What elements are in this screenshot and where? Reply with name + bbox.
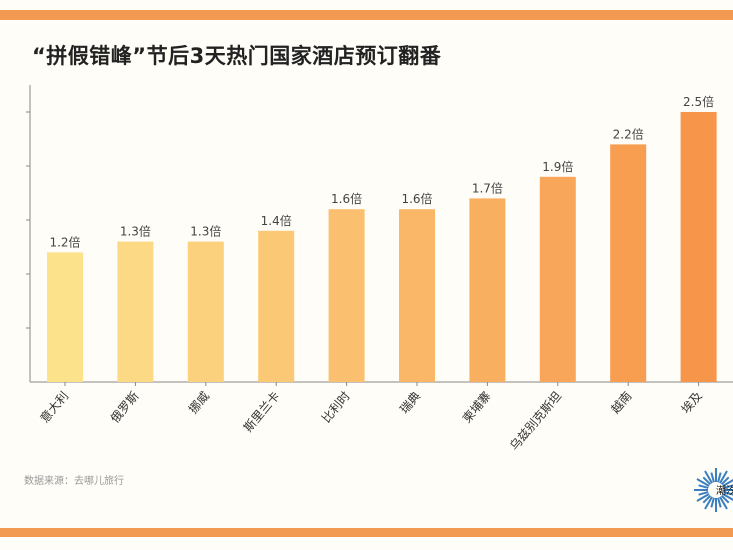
x-tick-label: 比利时 — [319, 389, 353, 426]
logo-ray — [722, 493, 733, 501]
data-label: 2.2倍 — [613, 126, 644, 141]
data-label: 1.7倍 — [472, 180, 503, 195]
logo-ray — [696, 493, 710, 502]
logo-ray — [717, 472, 722, 483]
bar — [469, 198, 506, 382]
x-tick-label: 俄罗斯 — [108, 389, 142, 426]
logo-ray — [702, 476, 712, 486]
bottom-stripe — [0, 528, 733, 537]
x-tick-label: 埃及 — [679, 389, 705, 416]
bar — [399, 209, 435, 382]
chart-title: “拼假错峰”节后3天热门国家酒店预订翻番 — [32, 44, 442, 68]
logo-ray — [719, 470, 728, 484]
logo-ray — [719, 496, 728, 510]
x-tick-label: 挪威 — [186, 389, 212, 416]
bar — [610, 144, 647, 382]
bar — [187, 241, 224, 382]
bar — [47, 252, 83, 382]
bar — [117, 241, 154, 382]
top-stripe — [0, 10, 733, 20]
logo-ray — [710, 497, 715, 508]
data-label: 1.6倍 — [331, 191, 362, 206]
logo-ray — [698, 491, 709, 496]
x-tick-label: 柬埔寨 — [459, 388, 494, 425]
logo-ray — [698, 484, 709, 489]
logo-ray — [720, 476, 730, 486]
logo-ray — [704, 496, 713, 510]
logo-text: 潮汐 — [716, 484, 733, 497]
data-label: 1.4倍 — [261, 213, 292, 228]
logo-ray — [720, 494, 730, 504]
data-label: 1.9倍 — [542, 159, 573, 174]
logo-ray — [723, 484, 733, 489]
logo-ray — [717, 497, 722, 508]
x-tick-label: 斯里兰卡 — [241, 389, 283, 435]
x-tick-label: 越南 — [608, 388, 635, 416]
data-label: 2.5倍 — [683, 94, 714, 109]
logo-ray — [710, 472, 715, 483]
logo-ray — [704, 470, 713, 484]
x-tick-label: 意大利 — [37, 388, 72, 425]
logo-ray — [723, 491, 733, 496]
data-label: 1.3倍 — [190, 224, 221, 239]
bar — [258, 230, 295, 382]
data-label: 1.6倍 — [401, 191, 432, 206]
logo-ray — [696, 478, 710, 487]
bar — [680, 112, 717, 382]
logo-ray — [722, 479, 733, 487]
x-tick-label: 乌兹别克斯坦 — [506, 388, 564, 453]
bar — [539, 176, 576, 382]
data-source: 数据来源：去哪儿旅行 — [24, 476, 124, 487]
bar — [328, 209, 365, 382]
logo-ray — [702, 494, 712, 504]
data-label: 1.2倍 — [49, 234, 80, 249]
data-label: 1.3倍 — [120, 224, 151, 239]
x-tick-label: 瑞典 — [397, 389, 423, 416]
